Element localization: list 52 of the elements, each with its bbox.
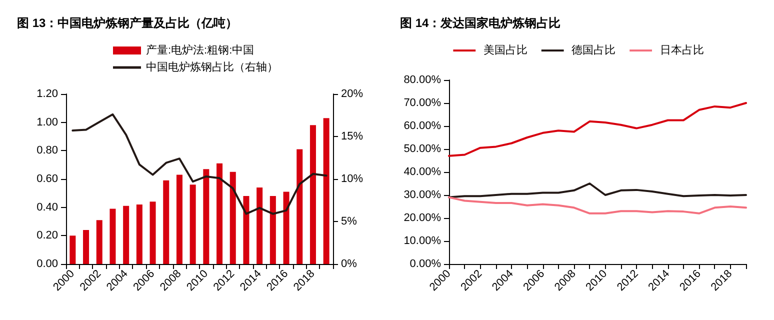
y2-tick-label: 10% [341, 173, 364, 185]
legend-label: 美国占比 [483, 44, 528, 56]
y-tick-label: 1.00 [36, 116, 58, 128]
bar [283, 192, 290, 264]
line-series [448, 196, 747, 214]
bar [163, 180, 170, 264]
y-tick-label: 80.00% [404, 74, 442, 86]
y-tick-label: 0.00 [36, 258, 58, 270]
y-tick-label: 60.00% [404, 120, 442, 132]
line-series [448, 182, 747, 198]
bar [70, 236, 76, 264]
bar [270, 196, 276, 264]
y-tick-label: 30.00% [404, 189, 442, 201]
chart-title: 图 13：中国电炉炼钢产量及占比（亿吨） [17, 16, 238, 30]
y-tick-label: 0.20 [36, 230, 58, 242]
bar [296, 149, 303, 264]
legend-label: 德国占比 [572, 44, 616, 56]
y-tick-label: 0.60 [36, 173, 58, 185]
legend-label: 日本占比 [660, 44, 704, 56]
y-tick-label: 10.00% [404, 235, 442, 247]
bar [150, 202, 156, 264]
y-tick-label: 40.00% [404, 166, 442, 178]
bar [310, 125, 316, 264]
y-tick-label: 50.00% [404, 143, 442, 155]
bar [190, 184, 196, 264]
y2-tick-label: 0% [341, 258, 358, 270]
chart-title: 图 14：发达国家电炉炼钢占比 [400, 16, 561, 30]
y-tick-label: 1.20 [36, 88, 58, 100]
line-series [72, 113, 328, 215]
bar [216, 163, 223, 264]
y-tick-label: 0.00% [410, 258, 442, 270]
y2-tick-label: 5% [341, 216, 358, 228]
bar [110, 208, 116, 264]
bar [176, 174, 182, 264]
bar [123, 206, 130, 264]
y2-tick-label: 15% [341, 130, 364, 142]
bar [256, 188, 263, 264]
bar [203, 169, 210, 264]
bar [230, 172, 236, 264]
bar [243, 196, 250, 264]
y-tick-label: 70.00% [404, 97, 442, 109]
bar [323, 118, 330, 264]
y2-tick-label: 20% [341, 88, 364, 100]
bar [136, 204, 142, 264]
legend-label: 产量:电炉法:粗钢:中国 [146, 44, 254, 56]
y-tick-label: 20.00% [404, 212, 442, 224]
y-tick-label: 0.40 [36, 201, 58, 214]
y-tick-label: 0.80 [36, 144, 58, 157]
bar [83, 230, 90, 264]
line-series [448, 102, 747, 157]
bar [96, 220, 102, 264]
legend-label: 中国电炉炼钢占比（右轴） [146, 60, 278, 74]
